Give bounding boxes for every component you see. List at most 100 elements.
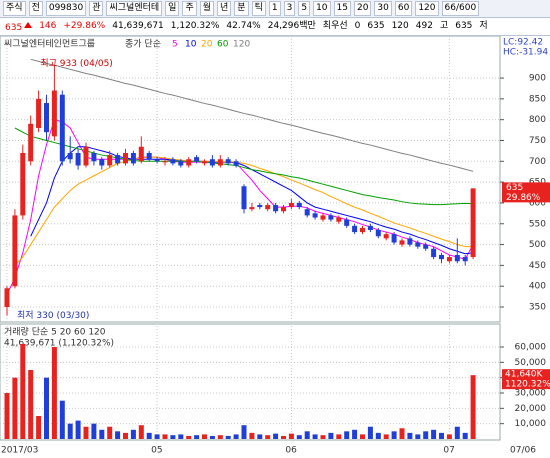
toolbar-item[interactable]: 66/600 bbox=[441, 1, 480, 16]
volume-bar bbox=[209, 435, 215, 439]
candle-body bbox=[83, 146, 89, 166]
candle-body bbox=[399, 240, 405, 245]
volume-bar bbox=[115, 431, 121, 439]
toolbar-item[interactable]: 1 bbox=[268, 1, 281, 16]
volume-bar bbox=[399, 428, 405, 439]
y-tick-label: 900 bbox=[529, 74, 546, 84]
toolbar-item: 고 bbox=[439, 21, 449, 31]
volume-bar bbox=[99, 429, 105, 439]
candle-body bbox=[154, 159, 160, 162]
y-tick-label: 800 bbox=[529, 115, 546, 125]
toolbar-item[interactable]: 30 bbox=[374, 1, 392, 16]
toolbar-item[interactable]: 60 bbox=[394, 1, 413, 16]
x-tick-label: 05 bbox=[151, 446, 162, 456]
toolbar-item[interactable]: 120 bbox=[415, 1, 439, 16]
legend-entry: 20 bbox=[201, 40, 213, 50]
candle-body bbox=[320, 215, 326, 220]
candle-body bbox=[51, 90, 57, 137]
toolbar-item: 146 bbox=[39, 21, 57, 31]
candle-body bbox=[146, 152, 152, 160]
volume-bar bbox=[225, 435, 231, 439]
ma-line bbox=[14, 127, 474, 206]
candle-body bbox=[91, 152, 97, 162]
toolbar-item[interactable]: 3 bbox=[283, 1, 296, 16]
volume-bar bbox=[59, 400, 65, 439]
volume-bar bbox=[328, 432, 334, 439]
toolbar-item: 0 bbox=[354, 21, 361, 31]
x-tick-label: 2017/03 bbox=[1, 446, 38, 456]
volume-bar bbox=[360, 434, 365, 439]
candle-body bbox=[304, 209, 310, 216]
volume-bar bbox=[146, 432, 152, 439]
legend-entry: 60 bbox=[217, 40, 229, 50]
toolbar-item[interactable]: 일 bbox=[165, 1, 180, 16]
legend-entry: 10 bbox=[185, 40, 197, 50]
toolbar-item[interactable]: 틱 bbox=[251, 1, 266, 16]
y-tick-label: 600 bbox=[529, 198, 546, 208]
candle-body bbox=[415, 242, 421, 247]
toolbar-item[interactable]: 5 bbox=[298, 1, 311, 16]
y-tick-label: 450 bbox=[529, 261, 546, 271]
toolbar-item[interactable]: 20 bbox=[353, 1, 372, 16]
candle-body bbox=[423, 244, 429, 249]
volume-bar bbox=[367, 426, 373, 439]
volume-bar bbox=[265, 435, 271, 439]
price-tag-bg bbox=[502, 182, 550, 203]
toolbar-item[interactable]: 주 bbox=[182, 1, 197, 16]
candle-body bbox=[257, 205, 263, 208]
volume-bar bbox=[44, 377, 49, 439]
price-panel bbox=[0, 36, 501, 323]
volume-bar bbox=[202, 434, 207, 439]
candle-body bbox=[123, 152, 128, 164]
volume-bar bbox=[462, 432, 468, 439]
candle-body bbox=[296, 202, 302, 208]
toolbar-item[interactable]: 전 bbox=[28, 1, 43, 16]
toolbar-item[interactable]: 씨그널엔터테 bbox=[106, 1, 163, 16]
candle-body bbox=[431, 248, 437, 258]
volume-bar bbox=[20, 343, 26, 439]
volume-bar bbox=[391, 431, 397, 439]
legend-entry: 5 bbox=[172, 40, 178, 50]
volume-bar bbox=[51, 347, 57, 439]
toolbar-item[interactable]: 관 bbox=[89, 1, 104, 16]
chart: 씨그널엔터테인먼트그룹 종가 단순 LC:92.42 HC:-31.94 거래량… bbox=[0, 36, 550, 456]
candle-body bbox=[360, 227, 365, 233]
volume-bar bbox=[312, 434, 318, 439]
candle-body bbox=[178, 161, 184, 166]
volume-bar bbox=[304, 431, 310, 439]
candle-body bbox=[328, 215, 334, 220]
toolbar-item[interactable]: 15 bbox=[333, 1, 351, 16]
volume-bar bbox=[281, 435, 286, 439]
toolbar-item[interactable]: 월 bbox=[199, 1, 215, 16]
candle-body bbox=[209, 159, 215, 166]
toolbar-item: 42.74% bbox=[226, 21, 261, 31]
candle-body bbox=[312, 213, 318, 218]
legend-entry: 120 bbox=[233, 40, 250, 50]
volume-bar bbox=[178, 434, 184, 439]
candle-body bbox=[367, 225, 373, 230]
volume-bar bbox=[194, 435, 200, 439]
y2-tick-label: 20,000 bbox=[515, 404, 547, 414]
candle-body bbox=[107, 155, 113, 166]
y-tick-label: 750 bbox=[529, 136, 546, 146]
change-tag: 29.86% bbox=[506, 193, 541, 203]
toolbar-item[interactable]: 10 bbox=[313, 1, 331, 16]
toolbar-item[interactable]: 년 bbox=[217, 1, 232, 16]
y-tick-label: 500 bbox=[529, 240, 546, 250]
ma-line bbox=[14, 156, 474, 266]
x-tick-label: 06 bbox=[285, 446, 297, 456]
volume-bar bbox=[138, 425, 144, 439]
volume-tag-bg bbox=[502, 369, 550, 390]
volume-bar bbox=[454, 426, 460, 439]
toolbar-item[interactable]: 099830 bbox=[45, 1, 87, 16]
toolbar-item: 635 bbox=[367, 21, 385, 31]
volume-change-tag: 1120.32% bbox=[505, 380, 550, 390]
toolbar-item[interactable]: 분 bbox=[234, 1, 249, 16]
toolbar-item: 492 bbox=[415, 21, 433, 31]
candle-body bbox=[20, 152, 26, 216]
candle-body bbox=[375, 229, 381, 237]
volume-bar bbox=[28, 370, 34, 439]
candle-body bbox=[99, 159, 105, 166]
candle-body bbox=[194, 157, 200, 162]
toolbar-item[interactable]: 주식 bbox=[3, 1, 26, 16]
